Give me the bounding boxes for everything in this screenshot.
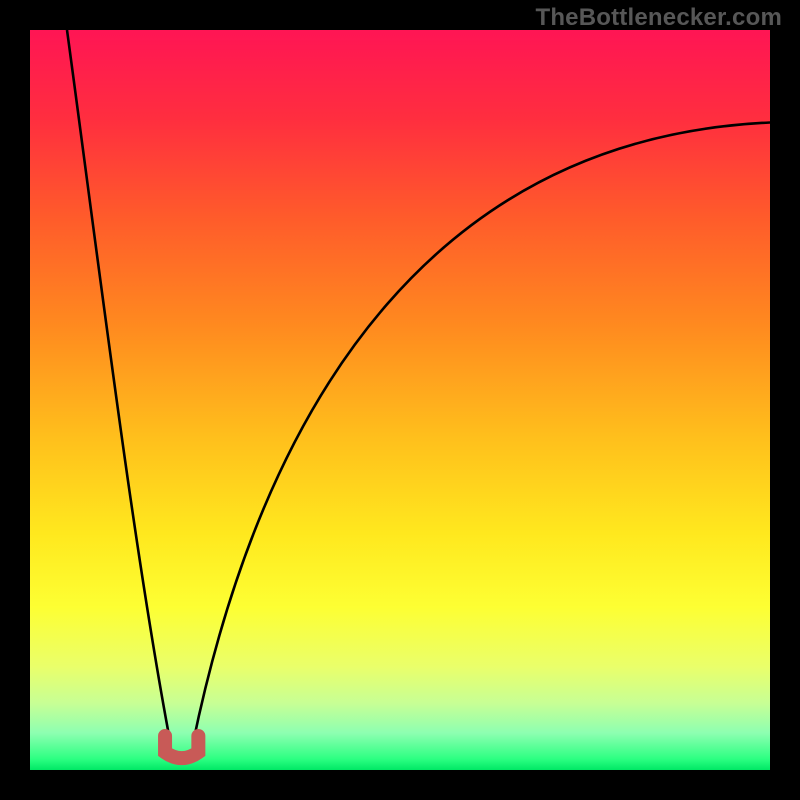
chart-frame: TheBottlenecker.com bbox=[0, 0, 800, 800]
watermark-text: TheBottlenecker.com bbox=[535, 4, 782, 32]
gradient-background bbox=[30, 30, 770, 770]
bottleneck-chart bbox=[30, 30, 770, 770]
